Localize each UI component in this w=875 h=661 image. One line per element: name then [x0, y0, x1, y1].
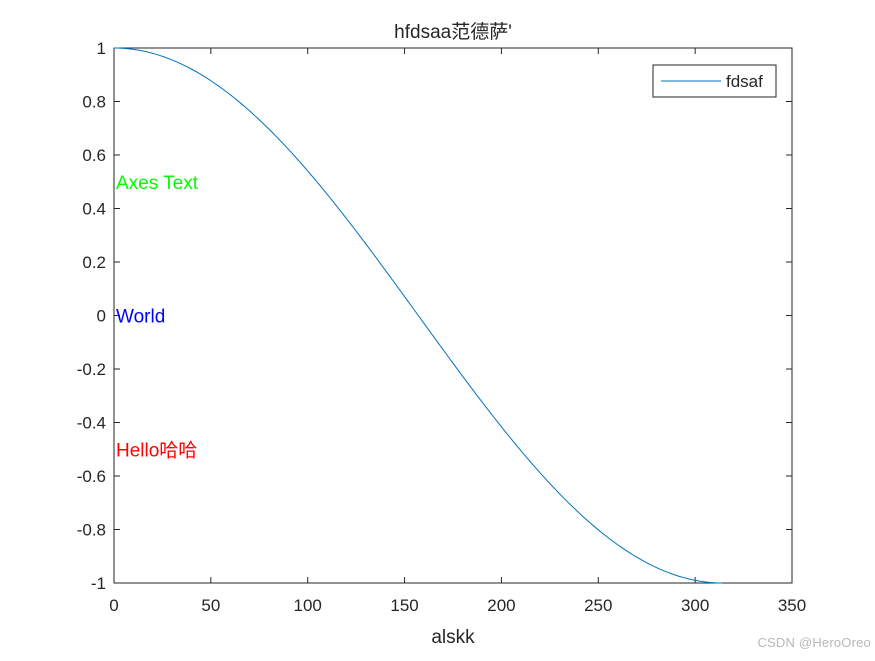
x-tick-label: 100: [294, 596, 322, 615]
x-tick-label: 250: [584, 596, 612, 615]
annotations: Axes Text World Hello哈哈: [116, 173, 199, 462]
plot-box: [113, 47, 793, 584]
y-tick-label: 1: [97, 39, 106, 58]
y-tick-label: -0.2: [77, 360, 106, 379]
annotation-text: World: [116, 307, 165, 328]
y-tick-label: 0.6: [82, 146, 106, 165]
x-tick-label: 350: [778, 596, 806, 615]
axes: 0 50 100 150 200 250 300 350 1 0.8 0.6 0.4 0.2 0 -0.2 -…: [77, 39, 806, 615]
y-tick-label: -1: [91, 574, 106, 593]
x-tick-label: 50: [201, 596, 220, 615]
x-axis-label: alskk: [431, 627, 475, 648]
annotation-text: Hello哈哈: [116, 439, 197, 461]
series-layer: [113, 47, 723, 584]
y-tick-label: 0.4: [82, 200, 106, 219]
legend-label: fdsaf: [726, 72, 763, 91]
x-tick-label: 150: [390, 596, 418, 615]
annotation-text: Axes Text: [116, 173, 199, 194]
watermark: CSDN @HeroOreo: [757, 635, 871, 650]
y-tick-label: -0.8: [77, 521, 106, 540]
chart-title: hfdsaa范德萨': [394, 21, 512, 43]
y-tick-label: 0.8: [82, 93, 106, 112]
x-tick-label: 300: [681, 596, 709, 615]
x-tick-label: 0: [109, 596, 118, 615]
y-tick-label: -0.4: [77, 414, 106, 433]
legend: fdsaf: [652, 64, 777, 98]
y-tick-label: -0.6: [77, 467, 106, 486]
x-tick-label: 200: [487, 596, 515, 615]
series-line-fdsaf: [113, 47, 723, 584]
y-tick-label: 0.2: [82, 253, 106, 272]
y-tick-label: 0: [97, 307, 106, 326]
